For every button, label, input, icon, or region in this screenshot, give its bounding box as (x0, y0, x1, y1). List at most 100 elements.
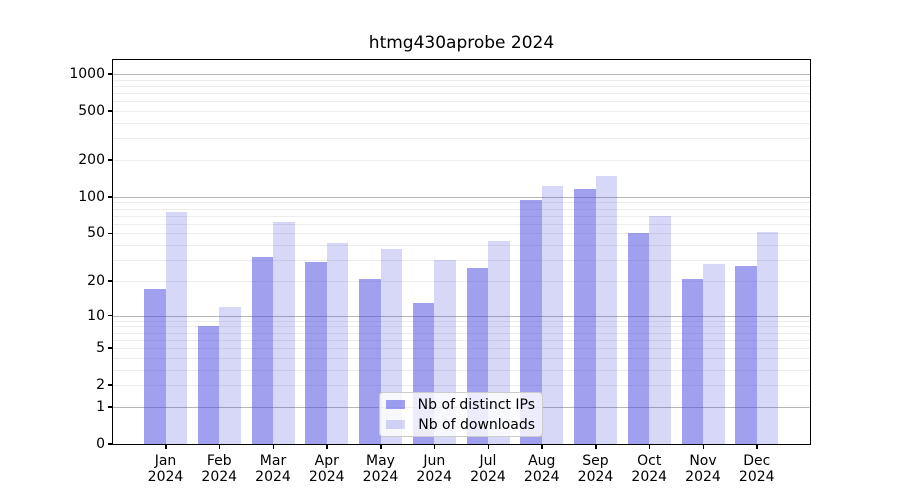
bar-ips-apr (305, 261, 327, 444)
gridline-minor (113, 215, 810, 217)
chart-title: htmg430aprobe 2024 (368, 33, 555, 53)
gridline-minor (113, 93, 810, 95)
gridline-minor (113, 79, 810, 81)
y-tick-mark (108, 406, 113, 408)
bar-ips-oct (627, 233, 650, 444)
y-tick-label-100: 100 (78, 188, 105, 205)
gridline-minor (113, 208, 810, 210)
x-tick-mark (595, 444, 597, 449)
bar-ips-may (359, 278, 381, 444)
x-tick-label-apr: Apr 2024 (308, 453, 345, 485)
bar-ips-jan (144, 289, 166, 444)
x-tick-mark (541, 444, 543, 449)
y-tick-label-20: 20 (87, 272, 105, 289)
y-tick-mark (108, 443, 113, 445)
plot-area (112, 59, 811, 445)
x-tick-mark (272, 444, 274, 449)
gridline-minor (113, 85, 810, 87)
bar-downloads-sep (595, 175, 617, 444)
x-tick-label-feb: Feb 2024 (201, 453, 238, 485)
gridline-minor (113, 138, 810, 140)
y-tick-mark (108, 280, 113, 282)
y-tick-label-200: 200 (78, 151, 105, 168)
x-tick-mark (756, 444, 758, 449)
y-tick-mark (108, 384, 113, 386)
legend-label-ips: Nb of distinct IPs (417, 396, 535, 413)
y-tick-label-50: 50 (87, 225, 105, 242)
x-tick-label-dec: Dec 2024 (738, 453, 775, 485)
bar-downloads-nov (703, 263, 725, 444)
y-tick-mark (108, 347, 113, 349)
y-tick-mark (108, 232, 113, 235)
y-tick-label-2: 2 (96, 377, 105, 394)
bar-ips-mar (251, 256, 273, 444)
x-tick-label-sep: Sep 2024 (577, 453, 614, 485)
y-tick-label-10: 10 (87, 307, 105, 324)
gridline-minor (113, 245, 810, 247)
gridline-minor (113, 101, 810, 103)
y-tick-mark (108, 196, 113, 198)
y-tick-label-1: 1 (96, 398, 105, 415)
legend: Nb of distinct IPs Nb of downloads (379, 392, 543, 437)
gridline-minor (113, 348, 810, 350)
x-tick-label-mar: Mar 2024 (255, 453, 291, 485)
y-tick-label-500: 500 (78, 103, 105, 120)
legend-swatch-downloads (386, 420, 405, 429)
x-tick-label-aug: Aug 2024 (523, 453, 560, 485)
y-tick-label-0: 0 (96, 436, 105, 452)
bar-downloads-aug (541, 186, 564, 444)
gridline-minor (113, 326, 810, 328)
bar-ips-nov (681, 278, 703, 444)
gridline-minor (113, 332, 810, 334)
bar-downloads-dec (756, 232, 779, 444)
bar-ips-aug (520, 200, 542, 444)
gridline-minor (113, 339, 810, 341)
gridline-major (113, 74, 810, 75)
x-tick-mark (218, 444, 221, 449)
gridline-minor (113, 369, 810, 371)
legend-item-downloads: Nb of downloads (386, 417, 535, 433)
gridline-minor (113, 385, 810, 387)
y-tick-mark (108, 110, 113, 112)
x-tick-mark (487, 444, 489, 449)
gridline-major (113, 196, 810, 198)
x-tick-label-may: May 2024 (362, 453, 399, 485)
x-tick-label-jan: Jan 2024 (147, 453, 184, 485)
x-tick-mark (165, 444, 167, 449)
x-tick-mark (433, 444, 436, 449)
bar-ips-dec (735, 265, 757, 444)
legend-swatch-ips (386, 400, 405, 409)
x-tick-label-jul: Jul 2024 (470, 453, 506, 485)
y-tick-mark (108, 159, 113, 161)
gridline-minor (113, 320, 810, 322)
x-tick-mark (702, 444, 704, 449)
x-tick-label-nov: Nov 2024 (685, 453, 721, 485)
y-tick-label-5: 5 (96, 340, 105, 357)
gridline-minor (113, 280, 810, 282)
gridline-minor (113, 233, 810, 235)
bar-ips-feb (197, 326, 220, 444)
bar-downloads-mar (273, 222, 295, 444)
bar-downloads-jan (165, 212, 187, 444)
y-tick-mark (108, 314, 113, 317)
y-tick-mark (108, 73, 113, 75)
x-tick-label-jun: Jun 2024 (416, 453, 453, 485)
x-tick-mark (326, 444, 328, 449)
x-tick-label-oct: Oct 2024 (631, 453, 668, 485)
gridline-minor (113, 122, 810, 124)
gridline-minor (113, 357, 810, 359)
gridline-minor (113, 159, 810, 161)
x-tick-mark (380, 444, 382, 449)
bar-downloads-apr (326, 242, 349, 444)
gridline-minor (113, 202, 810, 204)
legend-item-distinct-ips: Nb of distinct IPs (386, 397, 535, 413)
bar-downloads-oct (649, 215, 671, 444)
bar-downloads-feb (219, 306, 241, 444)
gridline-minor (113, 111, 810, 113)
gridline-major (113, 315, 810, 317)
legend-label-downloads: Nb of downloads (418, 416, 535, 433)
gridline-minor (113, 260, 810, 262)
bar-ips-sep (574, 188, 596, 444)
x-tick-mark (648, 444, 651, 449)
